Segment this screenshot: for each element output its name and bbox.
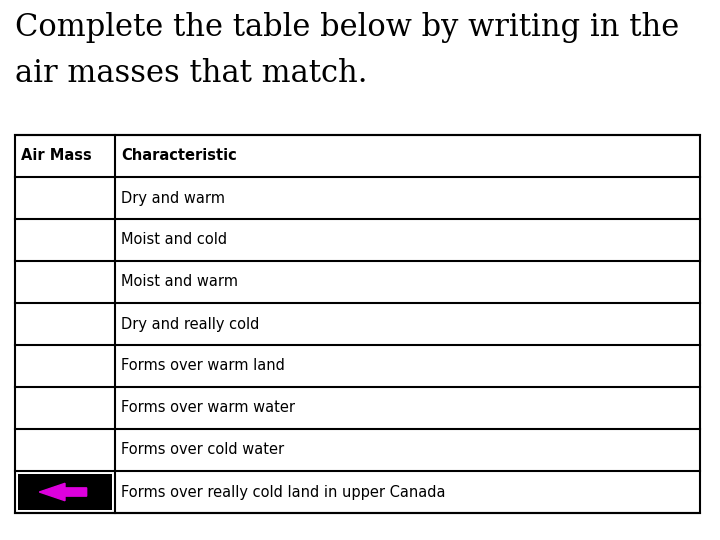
Text: Forms over cold water: Forms over cold water (121, 442, 284, 457)
Text: Moist and warm: Moist and warm (121, 274, 238, 289)
Text: Moist and cold: Moist and cold (121, 233, 227, 247)
Text: Characteristic: Characteristic (121, 148, 237, 164)
Bar (18, 474, 112, 510)
Text: Forms over warm water: Forms over warm water (121, 401, 295, 415)
Text: Air Mass: Air Mass (21, 148, 91, 164)
Text: Dry and warm: Dry and warm (121, 191, 225, 206)
Text: Forms over really cold land in upper Canada: Forms over really cold land in upper Can… (121, 484, 446, 500)
FancyArrow shape (40, 483, 86, 501)
Bar (15, 135, 700, 513)
Text: Forms over warm land: Forms over warm land (121, 359, 285, 374)
Text: air masses that match.: air masses that match. (15, 58, 367, 89)
Text: Complete the table below by writing in the: Complete the table below by writing in t… (15, 12, 679, 43)
Text: Dry and really cold: Dry and really cold (121, 316, 259, 332)
